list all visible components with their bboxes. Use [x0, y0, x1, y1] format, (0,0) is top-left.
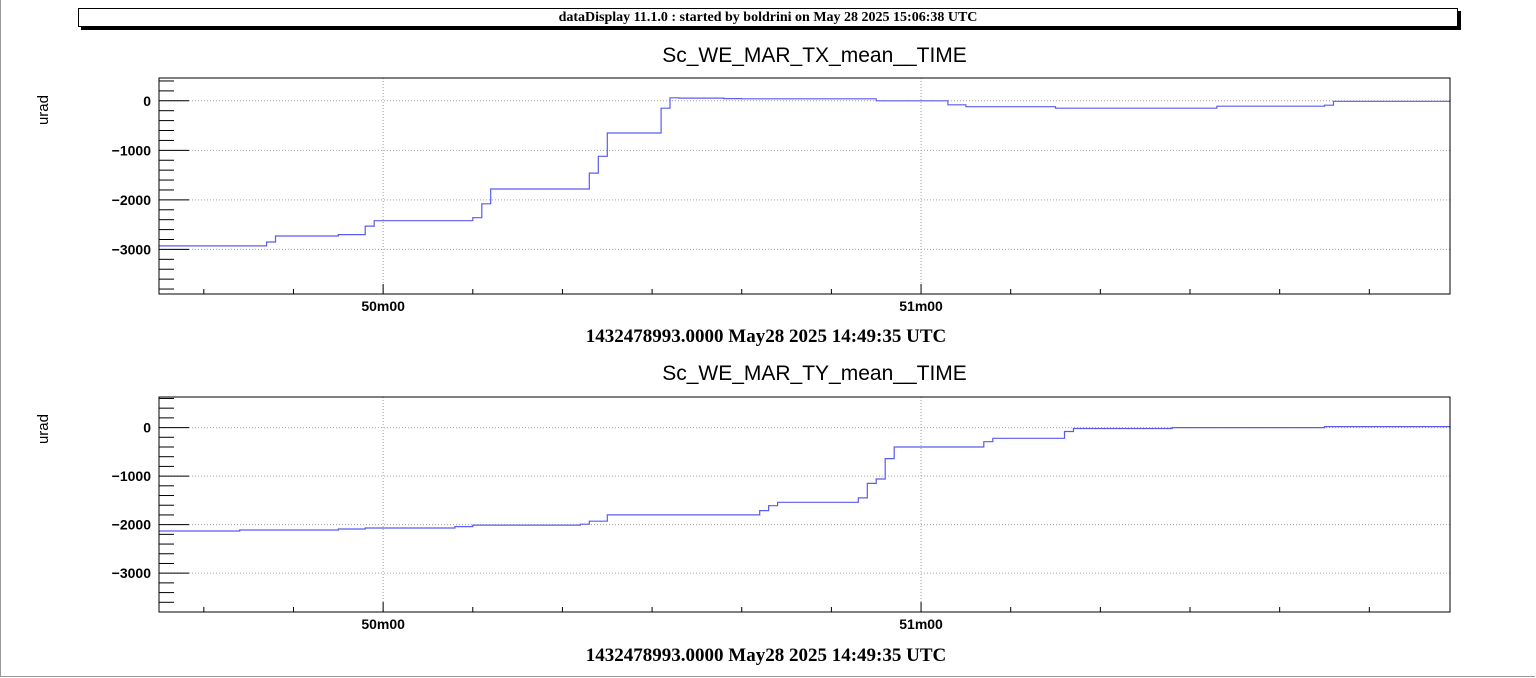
header-banner: dataDisplay 11.1.0 : started by boldrini… — [78, 8, 1458, 27]
y-tick-label: −2000 — [112, 517, 152, 533]
y-tick-label: −1000 — [112, 468, 152, 484]
plot-frame — [158, 396, 1451, 613]
y-axis-label: urad — [35, 414, 52, 444]
y-tick-label: −3000 — [112, 565, 152, 581]
chart-title: Sc_WE_MAR_TX_mean__TIME — [662, 44, 967, 67]
y-tick-label: −2000 — [112, 192, 152, 208]
x-tick-label: 50m00 — [361, 298, 405, 314]
header-text: dataDisplay 11.1.0 : started by boldrini… — [558, 10, 978, 25]
y-tick-label: 0 — [143, 420, 151, 436]
y-tick-label: 0 — [143, 93, 151, 109]
x-tick-label: 51m00 — [899, 298, 943, 314]
y-tick-label: −3000 — [112, 241, 152, 257]
x-axis-time-label: 1432478993.0000 May28 2025 14:49:35 UTC — [586, 326, 946, 347]
x-tick-label: 51m00 — [899, 616, 943, 632]
series-line — [159, 97, 1451, 247]
x-tick-label: 50m00 — [361, 616, 405, 632]
x-axis-time-label: 1432478993.0000 May28 2025 14:49:35 UTC — [586, 645, 946, 666]
chart-title: Sc_WE_MAR_TY_mean__TIME — [662, 362, 967, 385]
plot-frame — [158, 77, 1451, 295]
y-axis-label: urad — [35, 95, 52, 125]
series-line — [159, 426, 1451, 532]
y-tick-label: −1000 — [112, 142, 152, 158]
